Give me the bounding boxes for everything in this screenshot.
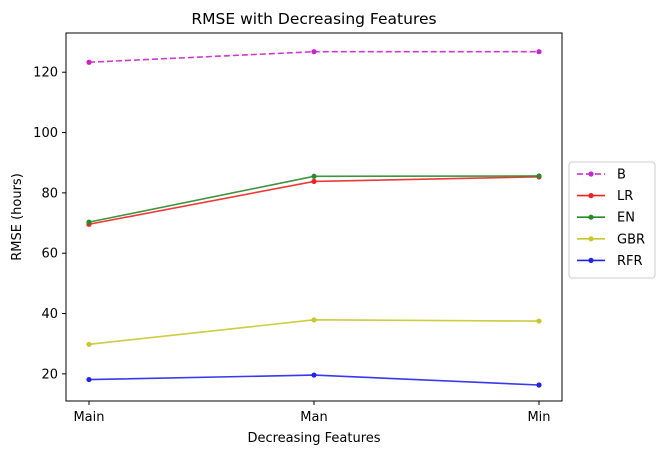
y-tick-label: 20 — [41, 367, 58, 382]
data-point-gbr — [536, 318, 542, 324]
plot-frame — [65, 32, 563, 402]
data-point-en — [536, 173, 542, 179]
x-tick-label: Man — [300, 410, 327, 425]
data-point-en — [311, 173, 317, 179]
legend-marker-en — [588, 214, 594, 220]
data-point-b — [311, 49, 317, 55]
legend-marker-rfr — [588, 257, 594, 263]
x-tick-label: Min — [527, 410, 550, 425]
y-tick-label: 120 — [33, 66, 58, 81]
axes-layer: 20 40 60 80 100 120 Main Man Min — [33, 32, 563, 425]
series-layer — [86, 49, 542, 388]
data-point-b — [536, 49, 542, 55]
y-axis-label: RMSE (hours) — [10, 173, 25, 261]
legend-label-rfr: RFR — [617, 254, 643, 269]
legend-marker-lr — [588, 193, 594, 199]
data-point-lr — [311, 178, 317, 185]
legend-label-lr: LR — [617, 189, 633, 204]
y-tick-label: 100 — [33, 126, 58, 141]
data-point-rfr — [311, 372, 317, 378]
y-tick-label: 40 — [41, 307, 58, 322]
legend-label-gbr: GBR — [617, 232, 645, 247]
legend: B LR EN GBR RFR — [568, 161, 656, 279]
series-line-gbr — [88, 319, 540, 346]
chart-title: RMSE with Decreasing Features — [191, 10, 436, 28]
legend-marker-b — [588, 171, 594, 177]
data-point-gbr — [311, 317, 317, 323]
data-point-gbr — [86, 341, 92, 347]
legend-marker-gbr — [588, 236, 594, 242]
x-axis-label: Decreasing Features — [247, 431, 380, 446]
legend-label-b: B — [617, 168, 626, 183]
legend-box — [568, 161, 656, 279]
data-point-en — [86, 219, 92, 225]
y-tick-label: 80 — [41, 186, 58, 201]
legend-label-en: EN — [617, 211, 635, 226]
x-tick-label: Main — [73, 410, 104, 425]
data-point-rfr — [536, 382, 542, 388]
y-tick-label: 60 — [41, 247, 58, 262]
data-point-rfr — [86, 376, 92, 383]
data-point-b — [86, 59, 92, 65]
